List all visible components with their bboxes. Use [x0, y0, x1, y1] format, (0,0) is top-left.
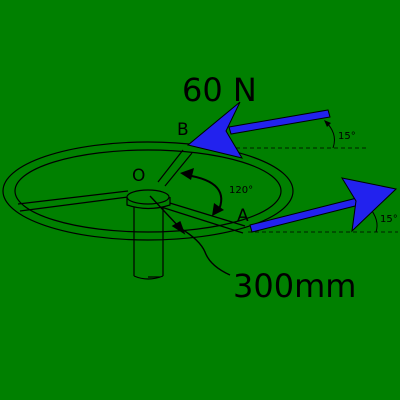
- shaft: [133, 206, 164, 280]
- point-b-label: B: [177, 120, 189, 140]
- reference-dashed-lines: [236, 147, 398, 233]
- wheel-rim: [2, 141, 294, 241]
- force-label: 60 N: [182, 71, 257, 109]
- radius-dimension: [149, 195, 231, 276]
- angle-120-arc: [185, 174, 223, 213]
- point-a-label: A: [237, 206, 249, 226]
- hub: [126, 189, 171, 210]
- angle-15-label-a: 15°: [380, 214, 398, 225]
- force-arrow-a: [249, 177, 398, 233]
- angle-120-label: 120°: [229, 185, 253, 196]
- angle-arc-arrowhead-bottom: [212, 203, 224, 216]
- angle-15-label-b: 15°: [338, 131, 356, 142]
- force-arrow-b: [186, 101, 331, 159]
- radius-label: 300mm: [233, 267, 356, 305]
- center-o-label: O: [132, 166, 145, 186]
- wheel-spokes: [17, 149, 246, 234]
- angle-arc-arrowhead-top: [180, 168, 194, 180]
- angle-15-arrowhead-b: [324, 120, 331, 127]
